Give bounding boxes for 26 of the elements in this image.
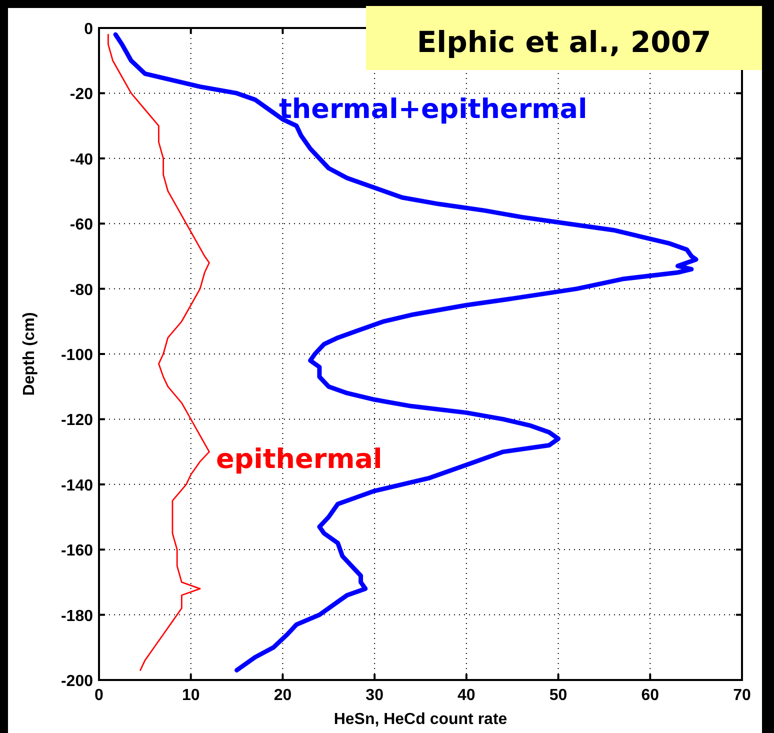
x-tick-label: 50	[549, 687, 568, 704]
series-label: epithermal	[216, 444, 382, 475]
y-axis-title: Depth (cm)	[21, 312, 38, 396]
line-series	[107, 34, 210, 671]
x-tick-label: 60	[641, 687, 660, 704]
y-tick-label: -160	[60, 542, 94, 560]
series-label: thermal+epithermal	[279, 94, 588, 125]
x-tick-label: 70	[733, 687, 751, 704]
y-tick-label: 0	[84, 21, 94, 38]
y-tick-label: -80	[70, 282, 94, 299]
x-tick-label: 0	[94, 687, 104, 704]
y-tick-label: -120	[60, 412, 94, 430]
y-tick-label: -60	[70, 216, 94, 234]
annotation: Elphic et al., 2007	[416, 25, 712, 59]
x-axis-title: HeSn, HeCd count rate	[334, 711, 508, 728]
y-tick-label: -40	[70, 151, 94, 168]
x-tick-label: 40	[458, 687, 476, 704]
x-tick-label: 30	[366, 687, 384, 704]
y-tick-label: -200	[60, 673, 94, 690]
y-tick-label: -140	[60, 477, 94, 494]
y-tick-label: -100	[60, 347, 94, 364]
y-tick-label: -20	[70, 86, 94, 104]
caption-box: Elphic et al., 2007	[366, 6, 762, 70]
y-tick-label: -180	[60, 608, 94, 625]
x-tick-label: 10	[182, 687, 200, 704]
x-tick-label: 20	[274, 687, 292, 704]
